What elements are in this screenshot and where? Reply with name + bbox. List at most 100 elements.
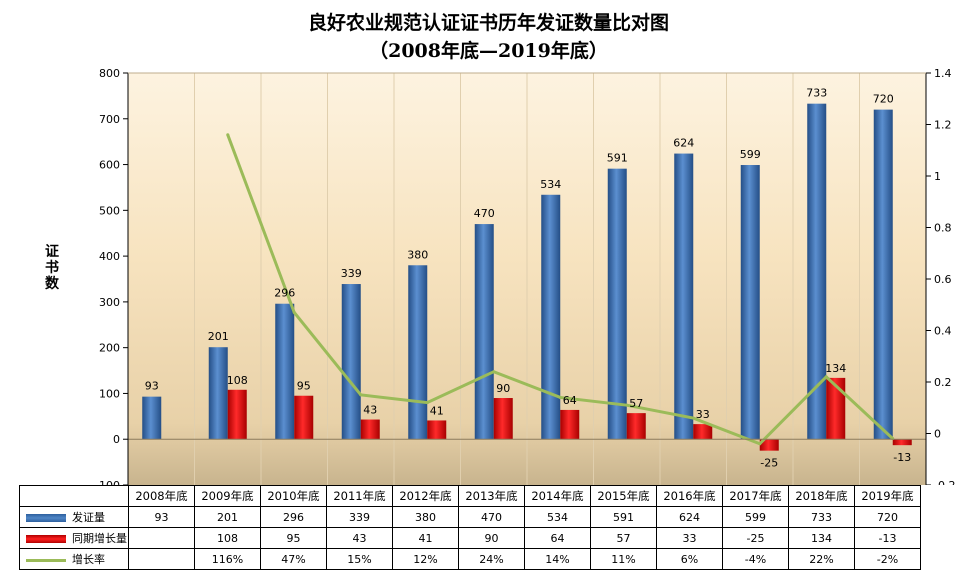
data-table-cell: 47% [260,548,327,570]
y2-tick-label: 0.4 [934,325,952,338]
bar-increase [759,439,779,451]
y-axis-label-char: 书 [45,260,59,276]
bar-increase-label: 33 [696,408,710,421]
bar-issued-label: 93 [145,380,159,393]
line-rate-point [758,442,762,446]
data-table-cell: -13 [854,527,921,549]
y-tick-label: 200 [99,342,120,355]
data-table-cell: 24% [458,548,525,570]
y-tick-label: 700 [99,113,120,126]
bar-issued-label: 534 [540,178,561,191]
y2-tick-label: 0.8 [934,222,952,235]
category-label: 2017年底 [722,485,789,507]
category-label: 2012年底 [392,485,459,507]
data-table-cell [128,527,195,549]
data-table-cell: 534 [524,506,591,528]
bar-issued-label: 470 [474,207,495,220]
y-tick-label: 800 [99,67,120,80]
bar-issued-label: 201 [208,330,229,343]
data-table-cell: 599 [722,506,789,528]
data-table-cell [128,548,195,570]
data-table-cell: 43 [326,527,393,549]
bar-increase [493,398,513,440]
data-table-cell: 720 [854,506,921,528]
bar-increase [626,413,646,440]
y2-tick-label: 0 [934,428,941,441]
y2-tick-label: 1.4 [934,67,952,80]
bar-issued [408,265,428,440]
category-label: 2018年底 [788,485,855,507]
bar-issued [740,165,760,440]
bar-increase [227,389,247,440]
combo-chart: -100 0 100 200 300 400 500 600 700 800 -0.2 0 0.2 0.4… [95,67,955,485]
category-label: 2011年底 [326,485,393,507]
legend-swatch-line [26,558,66,562]
y-axis-label-char: 证 [45,244,59,260]
data-table-cell: 14% [524,548,591,570]
bar-issued [541,194,561,440]
bar-issued [807,103,827,440]
y-tick-label: -100 [95,479,120,485]
data-table-cell: 95 [260,527,327,549]
legend-rate: 增长率 [19,548,129,570]
legend-increase: 同期增长量 [19,527,129,549]
chart-title-line2: （2008年底—2019年底） [369,40,608,62]
bar-increase [294,395,314,440]
bar-issued-label: 720 [873,93,894,106]
data-table-cell: 339 [326,506,393,528]
y2-tick-label: 0.2 [934,376,952,389]
category-label: 2014年底 [524,485,591,507]
y-tick-label: 100 [99,387,120,400]
bar-increase-label: 64 [563,394,577,407]
data-table-header-row: 2008年底 2009年底 2010年底 2011年底 2012年底 2013年底 2014… [19,485,921,507]
data-table: 2008年底 2009年底 2010年底 2011年底 2012年底 2013年底 2014… [19,485,921,570]
line-rate-point [558,395,562,399]
data-table-cell: 64 [524,527,591,549]
bar-issued-label: 624 [673,137,694,150]
bar-issued [873,109,893,440]
data-table-cell: 591 [590,506,657,528]
bar-increase-label: -25 [760,457,778,470]
bar-increase [427,420,447,440]
bar-issued-label: 380 [407,248,428,261]
line-rate-point [691,416,695,420]
bar-issued [474,224,494,440]
category-label: 2010年底 [260,485,327,507]
y-tick-label: 300 [99,296,120,309]
data-table-cell: 15% [326,548,393,570]
legend-issued: 发证量 [19,506,129,528]
data-table-corner [19,485,129,507]
bar-increase-label: 108 [227,374,248,387]
data-table-cell: 57 [590,527,657,549]
data-table-cell: 116% [194,548,261,570]
line-rate-point [824,375,828,379]
category-label: 2019年底 [854,485,921,507]
bar-issued [208,347,228,440]
line-rate-point [292,310,296,314]
data-table-row: 增长率 116% 47% 15% 12% 24% 14% 11% 6% -4% 22% -2% [19,548,921,570]
y2-tick-label: -0.2 [934,479,955,485]
category-label: 2015年底 [590,485,657,507]
data-table-cell: 296 [260,506,327,528]
data-table-cell: 380 [392,506,459,528]
line-rate-point [359,393,363,397]
data-table-cell: 12% [392,548,459,570]
legend-label: 增长率 [72,553,105,566]
bar-issued-label: 296 [274,287,295,300]
data-table-cell: 93 [128,506,195,528]
y-tick-label: 500 [99,204,120,217]
y-tick-label: 400 [99,250,120,263]
bar-issued-label: 599 [740,148,761,161]
line-rate-point [492,370,496,374]
bar-issued [607,168,627,440]
data-table-cell: 201 [194,506,261,528]
data-table-cell: 624 [656,506,723,528]
bar-increase-label: -13 [893,451,911,464]
line-rate-point [226,133,230,137]
bar-increase [360,419,380,440]
legend-swatch-red [26,535,66,543]
data-table-cell: -4% [722,548,789,570]
data-table-cell: 108 [194,527,261,549]
bar-increase-label: 43 [363,404,377,417]
data-table-cell: 90 [458,527,525,549]
